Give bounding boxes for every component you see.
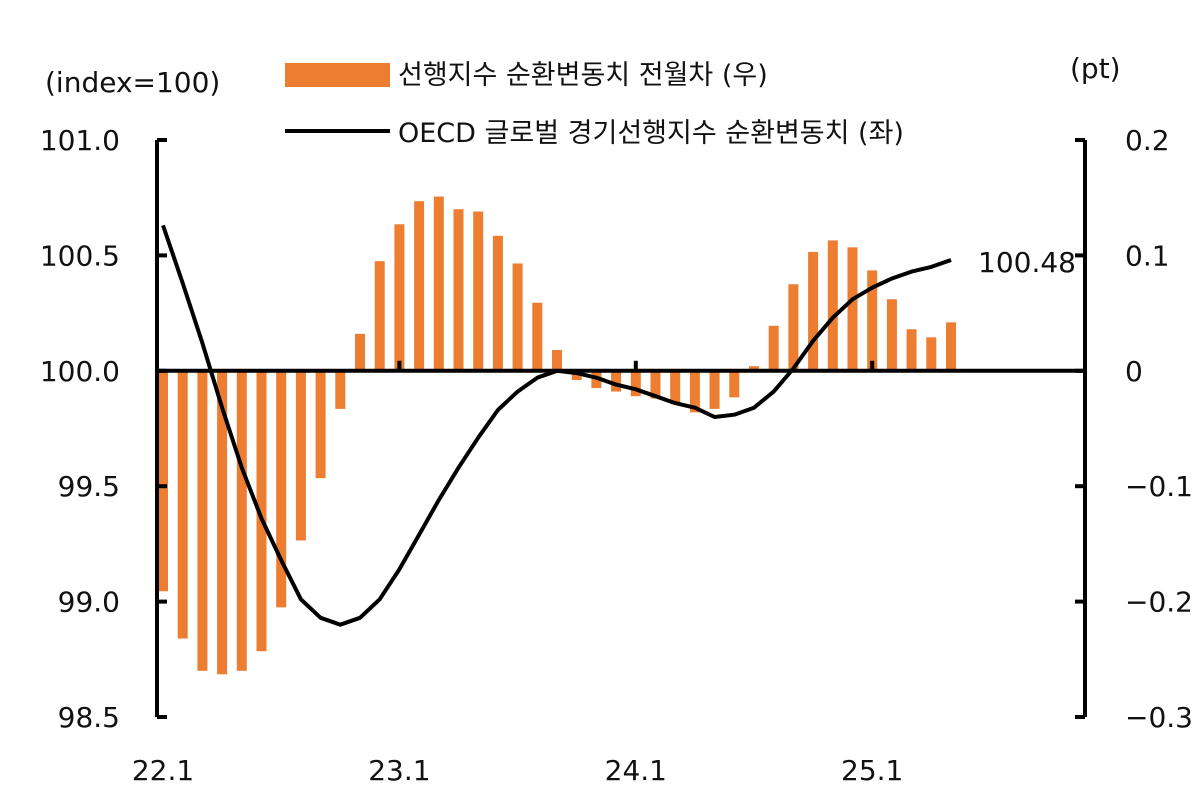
bar: [276, 370, 287, 608]
bar: [808, 251, 819, 371]
bar: [433, 196, 444, 371]
bar: [611, 370, 622, 392]
bar: [492, 235, 503, 371]
bar: [158, 370, 168, 592]
left-tick-label: 100.5: [40, 239, 120, 272]
bar: [709, 370, 720, 409]
line-series: [161, 224, 952, 627]
bar: [414, 201, 425, 371]
left-tick-label: 99.0: [58, 586, 120, 619]
bar: [355, 333, 365, 371]
bar: [926, 337, 937, 371]
left-tick-label: 101.0: [40, 124, 120, 157]
right-tick-label: 0.2: [1125, 124, 1170, 157]
bar: [749, 366, 759, 371]
bar: [217, 370, 228, 675]
bar: [394, 224, 405, 371]
x-tick-label: 24.1: [605, 754, 667, 787]
right-axis-unit: (pt): [1070, 52, 1121, 85]
bar: [670, 370, 681, 405]
bar: [532, 302, 543, 371]
legend-bar-swatch: [285, 63, 390, 87]
bar: [512, 263, 523, 371]
right-tick-label: −0.2: [1125, 586, 1193, 619]
bar: [453, 209, 464, 371]
bar: [689, 370, 700, 413]
legend-bar-label: 선행지수 순환변동치 전월차 (우): [398, 60, 768, 91]
right-tick-label: 0: [1125, 355, 1143, 388]
legend-line-label: OECD 글로벌 경기선행지수 순환변동치 (좌): [398, 118, 904, 149]
bar: [315, 370, 326, 479]
bar: [886, 299, 897, 371]
bar: [906, 329, 917, 371]
bar: [197, 370, 208, 671]
bar: [256, 370, 267, 652]
bar: [946, 322, 956, 371]
bar: [571, 370, 582, 381]
bar: [768, 325, 779, 371]
right-tick-label: −0.1: [1125, 470, 1193, 503]
bar: [827, 240, 838, 371]
bar: [295, 370, 306, 541]
left-tick-label: 99.5: [58, 470, 120, 503]
x-tick-label: 22.1: [132, 754, 194, 787]
bar: [729, 370, 740, 398]
x-tick-label: 23.1: [368, 754, 430, 787]
last-value-annotation: 100.48: [978, 246, 1076, 279]
bar: [630, 370, 641, 397]
right-tick-label: 0.1: [1125, 239, 1170, 272]
bar: [847, 247, 858, 371]
bar: [236, 370, 247, 671]
left-tick-label: 100.0: [40, 355, 120, 388]
left-tick-label: 98.5: [58, 701, 120, 734]
bar: [335, 370, 346, 409]
x-tick-label: 25.1: [841, 754, 903, 787]
bar: [650, 370, 661, 399]
right-tick-label: −0.3: [1125, 701, 1193, 734]
bar: [374, 261, 385, 371]
bar: [788, 284, 799, 371]
bar: [552, 350, 562, 371]
bar: [473, 211, 484, 371]
bar: [177, 370, 188, 639]
bar: [867, 270, 878, 371]
left-axis-unit: (index=100): [45, 66, 220, 99]
